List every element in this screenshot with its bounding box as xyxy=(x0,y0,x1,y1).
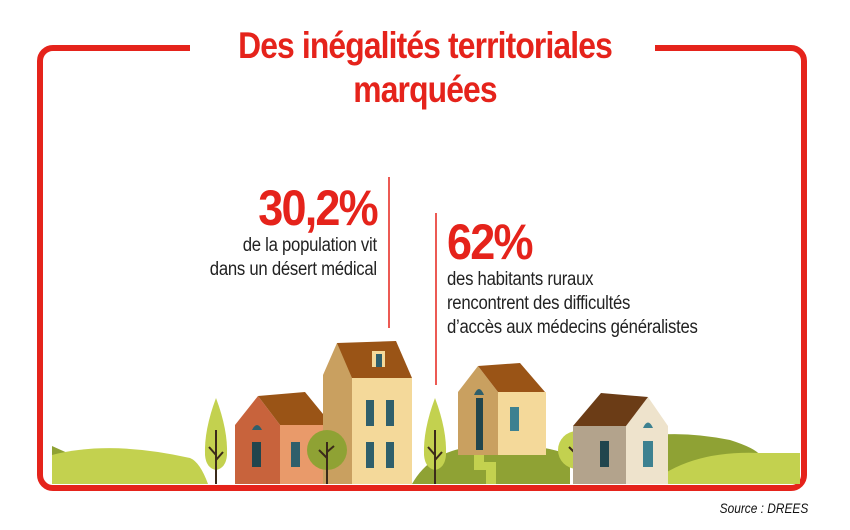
stat-line: des habitants ruraux xyxy=(447,269,594,290)
infographic-title: Des inégalités territoriales marquées xyxy=(180,24,670,112)
cypress-tree-2 xyxy=(423,398,447,484)
stat-value: 62% xyxy=(447,214,533,270)
divider-2 xyxy=(435,213,437,385)
stat-line: de la population vit xyxy=(242,235,377,256)
stat-line: d’accès aux médecins généralistes xyxy=(447,317,698,338)
house-grey xyxy=(573,393,668,484)
stat-value: 30,2% xyxy=(258,180,378,236)
stat-desert-medical: 30,2% de la population vit dans un déser… xyxy=(187,180,379,282)
house-beige xyxy=(458,363,546,484)
stat-rural-access: 62% des habitants ruraux rencontrent des… xyxy=(447,216,732,340)
cypress-tree-1 xyxy=(204,398,228,484)
stat-line: rencontrent des difficultés xyxy=(447,293,631,314)
left-hill xyxy=(52,446,208,484)
title-line-2: marquées xyxy=(353,69,497,110)
right-hill-light xyxy=(650,452,800,484)
divider-1 xyxy=(388,177,390,328)
stat-description: de la population vit dans un désert médi… xyxy=(210,234,377,282)
house-tall xyxy=(323,341,412,484)
title-mask xyxy=(190,30,655,60)
title-line-1: Des inégalités territoriales xyxy=(238,25,613,66)
stat-line: dans un désert médical xyxy=(209,259,377,280)
round-tree-1 xyxy=(307,430,347,484)
source-caption: Source : DREES xyxy=(719,500,808,516)
stat-description: des habitants ruraux rencontrent des dif… xyxy=(447,268,698,340)
